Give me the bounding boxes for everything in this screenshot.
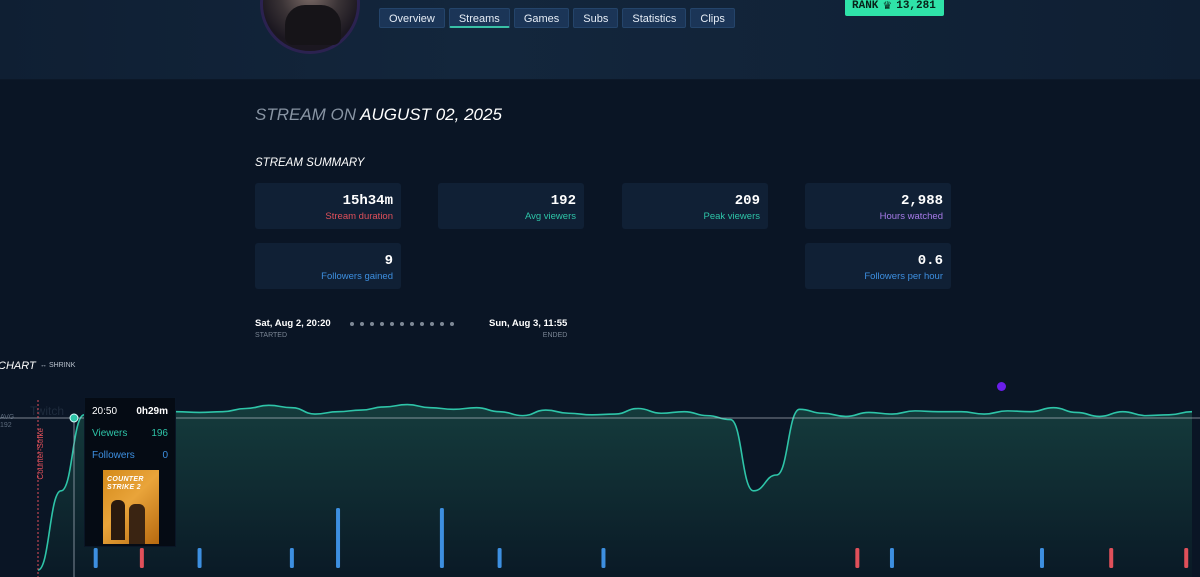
unfollows-bar: [1184, 548, 1189, 568]
tooltip-viewers-label: Viewers: [92, 428, 128, 439]
timeline-dot: [390, 322, 394, 326]
tab-clips[interactable]: Clips: [690, 8, 735, 28]
chart-tooltip: 20:50 0h29m Viewers 196 Followers 0 COUN…: [84, 397, 176, 547]
stat-value: 192: [550, 193, 576, 209]
tooltip-duration: 0h29m: [136, 406, 168, 417]
stream-end: Sun, Aug 3, 11:55 ENDED: [489, 318, 567, 339]
stat-value: 2,988: [900, 193, 943, 209]
tab-overview[interactable]: Overview: [379, 8, 445, 28]
stream-start: Sat, Aug 2, 20:20 STARTED: [255, 318, 331, 339]
follower-bars: [93, 508, 1189, 568]
viewers-area: [38, 404, 1192, 577]
stat-card-followers-gained: 9 Followers gained: [255, 243, 401, 289]
stat-label: Peak viewers: [703, 211, 761, 222]
tab-statistics[interactable]: Statistics: [622, 8, 687, 28]
rank-label: RANK: [852, 0, 879, 12]
timeline-dot: [430, 322, 434, 326]
game-label: Counter-Strike: [36, 428, 45, 480]
tooltip-followers-label: Followers: [92, 450, 135, 461]
chart-watermark: Twitch: [30, 404, 65, 418]
viewers-line: [37, 403, 1193, 571]
hover-point: [69, 413, 79, 423]
tooltip-followers-value: 0: [162, 450, 168, 461]
page-title: STREAM ON AUGUST 02, 2025: [255, 105, 502, 125]
timeline-dot: [370, 322, 374, 326]
crown-icon: ♛: [883, 0, 892, 13]
unfollows-bar: [139, 548, 144, 568]
stream-end-time: Sun, Aug 3, 11:55: [489, 318, 568, 329]
unfollows-bar: [1109, 548, 1114, 568]
timeline-dot: [410, 322, 414, 326]
stat-label: Hours watched: [879, 211, 943, 222]
stream-end-label: ENDED: [542, 332, 568, 339]
tooltip-header: 20:50 0h29m: [92, 406, 168, 417]
tab-games[interactable]: Games: [513, 8, 570, 28]
stat-label: Followers gained: [321, 271, 393, 282]
stat-label: Stream duration: [325, 211, 393, 222]
stat-label: Avg viewers: [524, 211, 576, 222]
shrink-toggle[interactable]: ↔ SHRINK: [40, 362, 76, 369]
timeline-dot: [440, 322, 444, 326]
avg-label-value: 192: [0, 422, 12, 429]
stat-value: 9: [384, 253, 393, 269]
avg-label: AVG 192: [0, 414, 14, 430]
timeline-dots: [350, 322, 454, 326]
timeline-dot: [420, 322, 424, 326]
tab-subs[interactable]: Subs: [573, 8, 619, 28]
viewers-chart[interactable]: [0, 370, 1200, 577]
page-title-prefix: STREAM ON: [255, 105, 357, 124]
tab-streams[interactable]: Streams: [448, 8, 510, 28]
summary-title: STREAM SUMMARY: [255, 157, 365, 169]
stat-card-avg-viewers: 192 Avg viewers: [438, 183, 584, 229]
viewers-area-layer: [37, 403, 1193, 577]
followers-bar: [889, 548, 894, 568]
stat-card-peak-viewers: 209 Peak viewers: [622, 183, 768, 229]
stream-start-label: STARTED: [255, 332, 288, 339]
tooltip-viewers: Viewers 196: [92, 428, 168, 439]
timeline-dot: [400, 322, 404, 326]
timeline-dot: [350, 322, 354, 326]
page-title-date: AUGUST 02, 2025: [360, 105, 502, 124]
stat-card-hours-watched: 2,988 Hours watched: [805, 183, 951, 229]
game-box-art: COUNTER STRIKE 2: [103, 470, 159, 544]
game-art-figure: [111, 500, 125, 540]
avatar-figure: [285, 5, 341, 45]
rank-value: 13,281: [896, 0, 936, 12]
followers-bar: [93, 548, 98, 568]
unfollows-bar: [855, 548, 860, 568]
followers-bar: [1039, 548, 1044, 568]
chart-title: CHART: [0, 360, 36, 372]
tooltip-viewers-value: 196: [151, 428, 168, 439]
stat-value: 209: [734, 193, 760, 209]
tooltip-followers: Followers 0: [92, 450, 168, 461]
game-logo: COUNTER STRIKE 2: [107, 476, 144, 491]
followers-bar: [197, 548, 202, 568]
followers-bar: [289, 548, 294, 568]
timeline-dot: [380, 322, 384, 326]
game-art-figure: [129, 504, 145, 544]
timeline-dot: [360, 322, 364, 326]
stat-label: Followers per hour: [864, 271, 943, 282]
avg-label-text: AVG: [0, 414, 15, 421]
stat-value: 0.6: [917, 253, 943, 269]
stat-card-followers-per-hour: 0.6 Followers per hour: [805, 243, 951, 289]
rank-badge[interactable]: RANK ♛ 13,281: [845, 0, 944, 16]
followers-bar: [601, 548, 606, 568]
followers-bar: [497, 548, 502, 568]
followers-bar: [439, 508, 444, 568]
nav-tabs: Overview Streams Games Subs Statistics C…: [379, 8, 735, 28]
timeline-dot: [450, 322, 454, 326]
stat-card-duration: 15h34m Stream duration: [255, 183, 401, 229]
tooltip-time: 20:50: [92, 406, 118, 417]
stream-start-time: Sat, Aug 2, 20:20: [255, 318, 331, 329]
stat-value: 15h34m: [342, 193, 393, 209]
event-marker[interactable]: [997, 382, 1006, 391]
followers-bar: [336, 508, 341, 568]
